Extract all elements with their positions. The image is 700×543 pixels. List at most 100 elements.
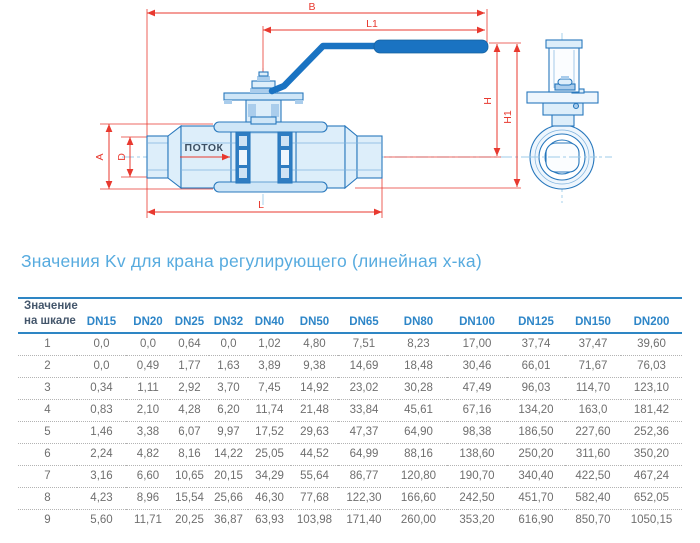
kv-value-cell: 850,70 <box>575 514 611 526</box>
scale-value-cell: 5 <box>18 421 77 444</box>
dim-label-d: D <box>116 153 128 161</box>
scale-value-cell: 7 <box>18 465 77 488</box>
kv-value-cell: 98,38 <box>447 421 507 444</box>
kv-value-cell: 582,40 <box>565 487 621 510</box>
dimension-l: L <box>147 199 382 216</box>
page-title: Значения Kv для крана регулирующего (лин… <box>21 251 482 271</box>
kv-value-cell: 0,64 <box>170 333 209 356</box>
kv-value-cell: 4,82 <box>126 443 170 466</box>
dimension-h1: H1 <box>502 44 521 187</box>
kv-value-cell: 123,10 <box>621 377 682 400</box>
kv-value-cell: 17,52 <box>248 421 291 444</box>
kv-value-cell: 1,63 <box>209 355 248 378</box>
table-row: 1 0,0 0,0 0,64 0,0 1,02 4,80 7,51 8,23 17,00 37,74… <box>18 333 682 356</box>
dim-label-h: H <box>482 97 494 105</box>
scale-column-header: Значение на шкале <box>18 298 78 334</box>
dn-column-header: DN65 <box>338 298 390 334</box>
kv-value-cell: 1,02 <box>248 333 291 356</box>
valve-handle <box>268 39 489 95</box>
ball-seat-right <box>277 131 293 184</box>
dn-column-header: DN150 <box>565 298 621 334</box>
kv-value-cell: 14,22 <box>209 443 248 466</box>
kv-value-cell: 114,70 <box>565 377 621 400</box>
kv-value-cell: 64,99 <box>338 443 390 466</box>
kv-value-cell: 88,16 <box>390 443 447 466</box>
table-row: 5 1,46 3,38 6,07 9,97 17,52 29,63 47,37 64,90 98,… <box>18 421 682 444</box>
kv-value-cell: 166,60 <box>390 487 447 510</box>
flow-label: ПОТОК <box>185 142 224 154</box>
table-row: 2 0,0 0,49 1,77 1,63 3,89 9,38 14,69 18,48 30,46 6… <box>18 355 682 378</box>
kv-value-cell: 63,93 <box>255 514 284 526</box>
kv-value-cell: 64,90 <box>390 421 447 444</box>
kv-value-cell: 17,00 <box>447 333 507 356</box>
dim-label-a: A <box>94 153 106 160</box>
dimension-b: B <box>147 1 485 17</box>
kv-value-cell: 163,0 <box>565 399 621 422</box>
scale-value-cell: 6 <box>18 443 77 466</box>
table-row: 4 0,83 2,10 4,28 6,20 11,74 21,48 33,84 45,61 67,… <box>18 399 682 422</box>
kv-value-cell: 9,97 <box>209 421 248 444</box>
kv-value-cell: 20,15 <box>209 465 248 488</box>
kv-value-cell: 86,77 <box>338 465 390 488</box>
kv-table: Значение на шкале DN15 DN20 DN25 DN32 DN40 DN… <box>18 297 682 531</box>
kv-value-cell: 0,49 <box>126 355 170 378</box>
kv-value-cell: 4,23 <box>77 487 126 510</box>
kv-value-cell: 467,24 <box>621 465 682 488</box>
dim-label-l: L <box>258 199 264 211</box>
kv-value-cell: 122,30 <box>338 487 390 510</box>
kv-value-cell: 71,67 <box>565 355 621 378</box>
scale-value-cell: 4 <box>18 399 77 422</box>
kv-value-cell: 30,46 <box>447 355 507 378</box>
kv-value-cell: 47,37 <box>338 421 390 444</box>
table-header-row: Значение на шкале DN15 DN20 DN25 DN32 DN40 DN… <box>18 298 682 334</box>
dn-column-header: DN125 <box>507 298 565 334</box>
kv-value-cell: 37,47 <box>565 333 621 356</box>
kv-value-cell: 66,01 <box>507 355 565 378</box>
kv-value-cell: 36,87 <box>214 514 243 526</box>
kv-value-cell: 6,20 <box>209 399 248 422</box>
kv-value-cell: 186,50 <box>507 421 565 444</box>
scale-header-line1: Значение <box>24 300 78 312</box>
kv-value-cell: 29,63 <box>291 421 338 444</box>
dn-column-header: DN32 <box>209 298 248 334</box>
kv-value-cell: 37,74 <box>507 333 565 356</box>
kv-value-cell: 0,83 <box>77 399 126 422</box>
ball-seat-left <box>235 131 251 184</box>
kv-value-cell: 2,24 <box>77 443 126 466</box>
kv-value-cell: 616,90 <box>518 514 554 526</box>
kv-value-cell: 422,50 <box>565 465 621 488</box>
dim-label-l1: L1 <box>366 18 378 30</box>
kv-value-cell: 1050,15 <box>630 514 673 526</box>
kv-value-cell: 6,07 <box>170 421 209 444</box>
kv-value-cell: 14,92 <box>291 377 338 400</box>
kv-value-cell: 9,38 <box>291 355 338 378</box>
scale-value-cell: 9 <box>44 514 51 526</box>
dn-column-header: DN80 <box>390 298 447 334</box>
table-row: 9 5,60 11,71 20,25 36,87 63,93 103,98 171,40 260… <box>18 510 682 532</box>
kv-value-cell: 2,10 <box>126 399 170 422</box>
kv-value-cell: 15,54 <box>170 487 209 510</box>
kv-value-cell: 120,80 <box>390 465 447 488</box>
kv-value-cell: 190,70 <box>447 465 507 488</box>
kv-value-cell: 11,71 <box>134 514 162 526</box>
kv-value-cell: 14,69 <box>338 355 390 378</box>
dimension-l1: L1 <box>263 18 485 34</box>
valve-main-view <box>146 121 383 193</box>
kv-value-cell: 350,20 <box>621 443 682 466</box>
kv-value-cell: 3,70 <box>209 377 248 400</box>
scale-header-line2: на шкале <box>24 315 76 327</box>
kv-value-cell: 8,16 <box>170 443 209 466</box>
handle-end-view <box>545 39 583 93</box>
kv-value-cell: 0,0 <box>77 355 126 378</box>
kv-value-cell: 1,11 <box>126 377 170 400</box>
kv-value-cell: 20,25 <box>175 514 204 526</box>
dn-column-header: DN100 <box>447 298 507 334</box>
kv-value-cell: 181,42 <box>621 399 682 422</box>
kv-value-cell: 25,05 <box>248 443 291 466</box>
kv-value-cell: 8,23 <box>390 333 447 356</box>
kv-value-cell: 340,40 <box>507 465 565 488</box>
kv-value-cell: 45,61 <box>390 399 447 422</box>
kv-value-cell: 1,77 <box>170 355 209 378</box>
scale-value-cell: 8 <box>18 487 77 510</box>
